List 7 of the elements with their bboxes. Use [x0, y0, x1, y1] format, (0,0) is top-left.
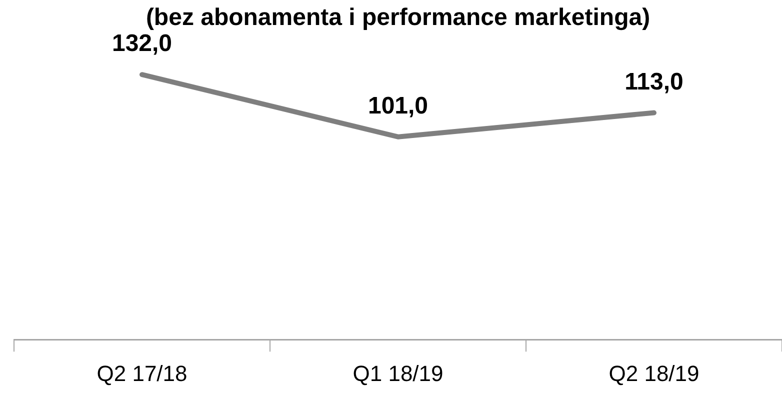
data-label: 132,0	[112, 30, 172, 58]
data-label: 113,0	[624, 68, 684, 96]
chart-title: (bez abonamenta i performance marketinga)	[146, 4, 650, 32]
x-tick-label: Q2 18/19	[608, 360, 700, 386]
data-label: 101,0	[368, 92, 428, 120]
x-tick-label: Q1 18/19	[352, 360, 444, 386]
x-tick-label: Q2 17/18	[96, 360, 188, 386]
